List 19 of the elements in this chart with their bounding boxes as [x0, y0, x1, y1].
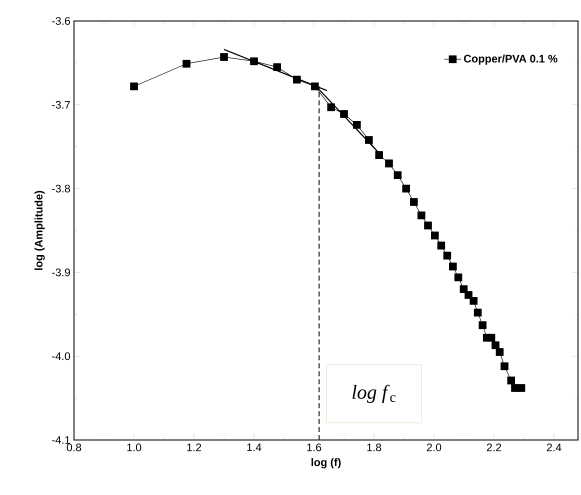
y-tick-label: -4.0	[52, 352, 70, 360]
y-tick-label: -4.1	[52, 436, 70, 444]
x-tick-label: 2.2	[486, 444, 502, 452]
x-axis-title: log (f)	[312, 458, 341, 468]
x-tick-label: 0.8	[66, 444, 82, 452]
legend-label: Copper/PVA 0.1 %	[464, 54, 558, 65]
x-tick-label: 1.6	[307, 444, 322, 452]
x-tick-label: 1.4	[247, 444, 262, 452]
y-tick-label: -3.8	[52, 184, 70, 192]
y-tick-label: -3.7	[52, 100, 70, 109]
x-tick-label: 1.2	[187, 444, 202, 452]
y-tick-label: -3.6	[52, 17, 70, 25]
x-tick-label: 1.8	[367, 444, 382, 452]
x-tick-label: 1.0	[127, 444, 142, 452]
x-tick-label: 2.4	[546, 444, 562, 452]
annotation: log f$_{c}$	[352, 384, 396, 403]
x-tick-label: 2.0	[426, 444, 442, 452]
y-axis-title: log (Amplitude)	[34, 190, 45, 270]
y-tick-label: -3.9	[52, 268, 70, 276]
